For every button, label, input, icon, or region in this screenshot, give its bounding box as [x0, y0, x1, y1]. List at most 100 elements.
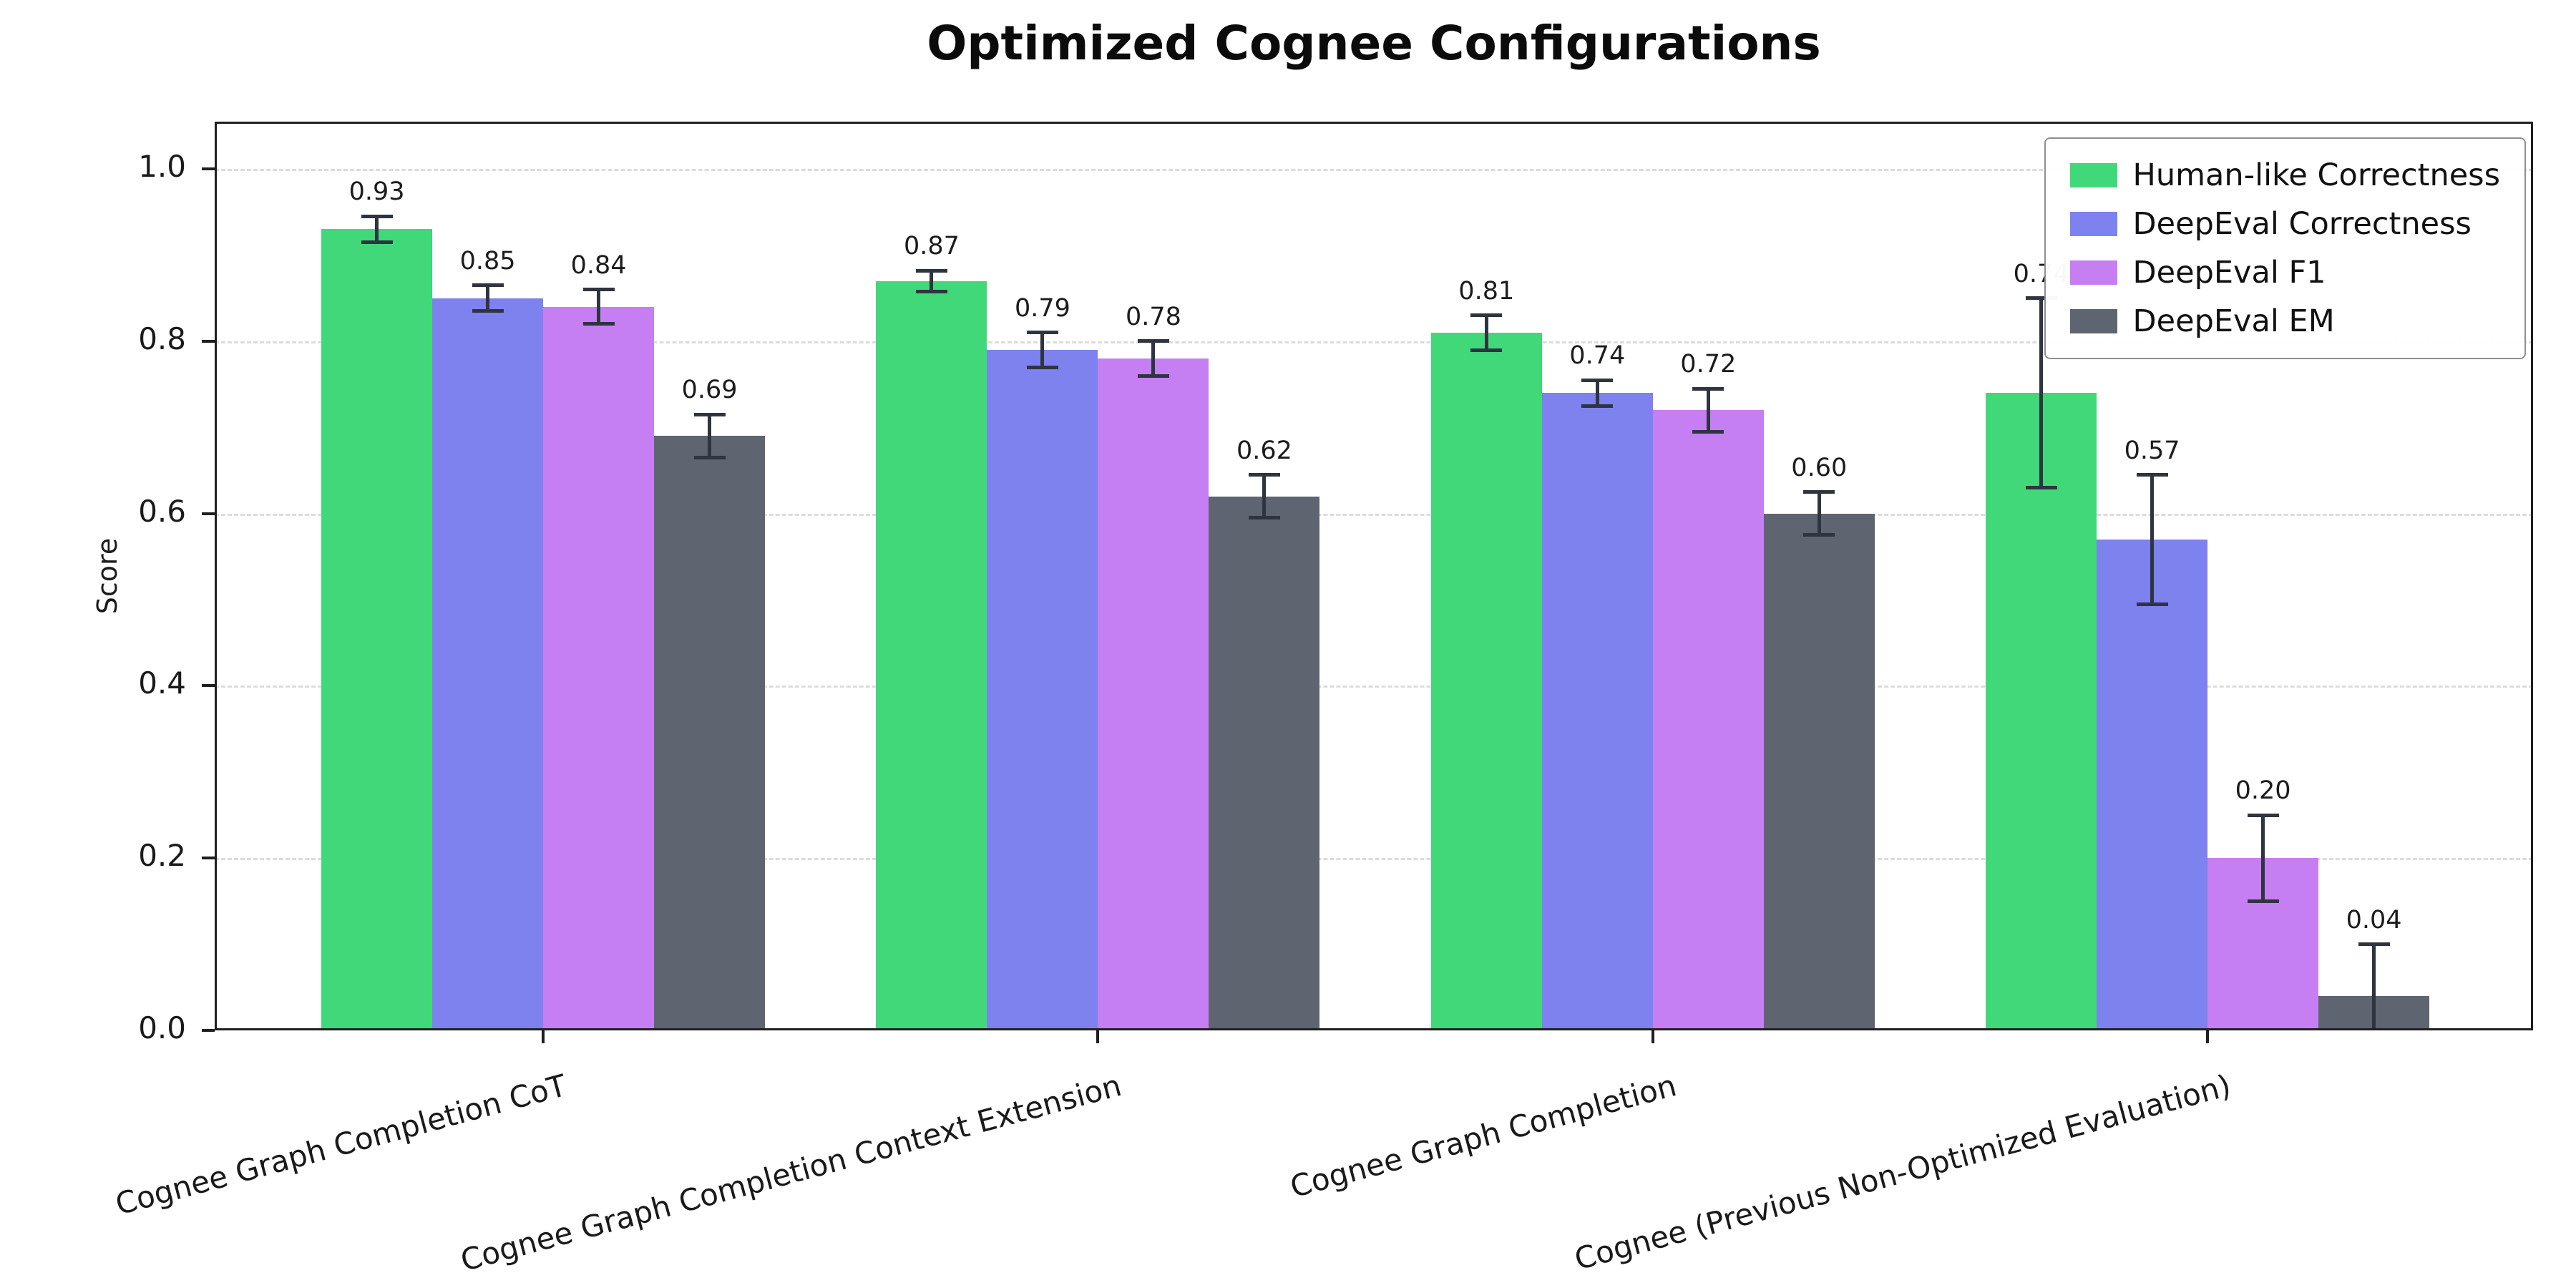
bar — [1209, 496, 1320, 1030]
error-bar-cap-top — [1026, 331, 1058, 335]
error-bar-cap-bottom — [1470, 348, 1503, 352]
bar-value-label: 0.62 — [1236, 436, 1292, 465]
bar-value-label: 0.78 — [1125, 302, 1181, 331]
y-tick-label: 0.8 — [138, 321, 186, 356]
y-tick-label: 0.6 — [138, 493, 186, 529]
error-bar-cap-bottom — [1803, 533, 1835, 537]
error-bar-cap-bottom — [1026, 365, 1058, 369]
legend-item: DeepEval EM — [2069, 303, 2500, 339]
gridline — [215, 686, 2533, 688]
bar-value-label: 0.74 — [1569, 341, 1626, 371]
error-bar-cap-bottom — [693, 455, 726, 459]
error-bar-cap-bottom — [1692, 429, 1724, 434]
y-tick-mark — [202, 857, 215, 860]
legend-swatch — [2069, 309, 2117, 333]
legend: Human-like Correctness DeepEval Correctne… — [2044, 137, 2526, 359]
gridline — [215, 513, 2533, 516]
bar-value-label: 0.04 — [2346, 905, 2402, 935]
y-tick-label: 0.4 — [138, 665, 186, 701]
bar — [432, 298, 544, 1030]
x-tick-label: Cognee Graph Completion — [1286, 1068, 1680, 1205]
bar — [1763, 513, 1875, 1030]
error-bar-cap-top — [1470, 313, 1503, 318]
legend-label: DeepEval F1 — [2132, 255, 2326, 291]
error-bar-line — [486, 285, 490, 311]
y-axis-label: Score — [92, 537, 123, 615]
legend-label: DeepEval Correctness — [2132, 206, 2472, 242]
legend-label: DeepEval EM — [2132, 303, 2335, 339]
bar — [654, 436, 766, 1030]
bar — [876, 280, 987, 1030]
error-bar-line — [1151, 341, 1156, 376]
error-bar-cap-top — [915, 268, 947, 273]
y-tick-label: 1.0 — [138, 149, 186, 185]
bar-value-label: 0.84 — [570, 250, 627, 280]
error-bar-cap-top — [693, 412, 726, 416]
error-bar-line — [1484, 315, 1488, 350]
error-bar-cap-top — [2136, 473, 2168, 477]
y-tick-mark — [202, 512, 215, 515]
bar — [1098, 358, 1209, 1030]
y-tick-label: 0.0 — [138, 1010, 186, 1045]
error-bar-cap-bottom — [582, 322, 615, 326]
y-tick-label: 0.2 — [138, 838, 186, 874]
error-bar-cap-bottom — [1248, 516, 1280, 520]
legend-item: Human-like Correctness — [2069, 157, 2500, 193]
bar — [1652, 410, 1764, 1030]
legend-item: DeepEval F1 — [2069, 255, 2500, 291]
error-bar-line — [930, 270, 934, 292]
error-bar-cap-bottom — [915, 289, 947, 293]
bar-value-label: 0.85 — [459, 246, 516, 275]
legend-swatch — [2069, 212, 2117, 236]
legend-swatch — [2069, 260, 2117, 285]
error-bar-line — [2150, 474, 2155, 605]
y-tick-mark — [202, 684, 215, 688]
error-bar-cap-top — [1137, 339, 1169, 343]
error-bar-line — [1817, 492, 1821, 535]
bar — [321, 229, 433, 1030]
error-bar-cap-bottom — [1137, 374, 1169, 378]
y-tick-mark — [202, 339, 215, 343]
bar-value-label: 0.79 — [1014, 293, 1070, 323]
error-bar-line — [2261, 815, 2265, 902]
error-bar-cap-bottom — [1581, 404, 1614, 408]
error-bar-cap-bottom — [472, 309, 504, 313]
error-bar-cap-bottom — [361, 240, 393, 245]
chart-title: Optimized Cognee Configurations — [927, 16, 1821, 71]
legend-label: Human-like Correctness — [2132, 157, 2500, 193]
error-bar-cap-top — [582, 288, 615, 292]
bar-value-label: 0.60 — [1791, 453, 1848, 482]
error-bar-cap-top — [2247, 813, 2279, 817]
error-bar-line — [597, 289, 601, 324]
bar — [1541, 393, 1653, 1030]
bar — [1430, 332, 1542, 1030]
error-bar-cap-top — [2358, 942, 2390, 947]
error-bar-cap-bottom — [2136, 602, 2168, 606]
error-bar-line — [375, 216, 379, 243]
gridline — [215, 169, 2533, 172]
error-bar-cap-top — [1581, 378, 1614, 382]
error-bar-line — [1595, 380, 1599, 406]
bar — [1986, 393, 2097, 1030]
y-tick-mark — [202, 167, 215, 171]
bar-value-label: 0.69 — [681, 376, 738, 405]
bar-value-label: 0.57 — [2124, 436, 2180, 465]
gridline — [215, 341, 2533, 343]
error-bar-cap-top — [2025, 296, 2057, 301]
legend-item: DeepEval Correctness — [2069, 206, 2500, 242]
bar — [2097, 539, 2208, 1030]
error-bar-line — [1040, 332, 1045, 368]
y-tick-mark — [202, 1029, 215, 1032]
error-bar-cap-top — [1803, 490, 1835, 494]
error-bar-cap-top — [472, 283, 504, 288]
x-tick-mark — [1651, 1030, 1654, 1043]
bar-value-label: 0.87 — [903, 232, 960, 261]
error-bar-line — [708, 414, 712, 458]
bar-value-label: 0.72 — [1680, 350, 1737, 379]
error-bar-cap-bottom — [2247, 899, 2279, 903]
bar — [543, 306, 655, 1030]
error-bar-cap-bottom — [2025, 486, 2057, 490]
error-bar-cap-top — [1692, 386, 1724, 391]
bar-value-label: 0.81 — [1458, 276, 1515, 306]
